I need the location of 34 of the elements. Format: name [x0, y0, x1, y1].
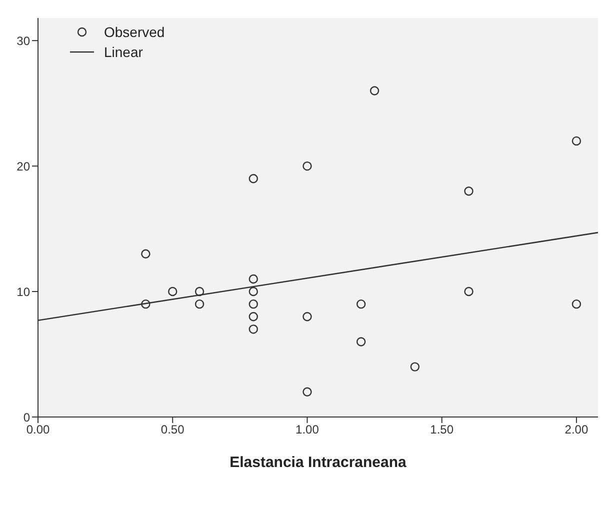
y-tick-label: 30	[16, 34, 30, 48]
x-axis-title: Elastancia Intracraneana	[230, 454, 408, 471]
y-tick-label: 20	[16, 159, 30, 174]
point	[248, 312, 258, 322]
point	[248, 324, 258, 334]
point	[141, 299, 150, 309]
point	[464, 186, 474, 196]
point	[370, 86, 380, 96]
point	[572, 299, 582, 309]
x-tick-label: 1.00	[296, 422, 320, 437]
point	[168, 286, 178, 296]
legend-label: Linear	[104, 44, 143, 60]
point	[356, 299, 366, 309]
x-tick-label: 1.50	[430, 422, 454, 437]
x-tick-label: 0.50	[160, 422, 185, 437]
point	[410, 362, 420, 372]
point	[194, 299, 204, 309]
point	[248, 299, 258, 309]
point	[302, 312, 312, 322]
point	[464, 286, 474, 296]
point	[356, 337, 366, 346]
point	[248, 286, 258, 296]
y-tick-label: 0	[23, 410, 30, 424]
x-tick-label: 2.00	[564, 422, 588, 437]
point	[572, 136, 582, 146]
y-tick-label: 10	[16, 284, 30, 299]
point	[248, 174, 258, 184]
point	[194, 286, 204, 296]
point	[141, 249, 150, 258]
point	[248, 274, 258, 284]
point	[302, 161, 312, 171]
point	[302, 387, 312, 397]
x-tick-label: 0.00	[26, 422, 50, 437]
legend-label: Observed	[104, 24, 165, 40]
